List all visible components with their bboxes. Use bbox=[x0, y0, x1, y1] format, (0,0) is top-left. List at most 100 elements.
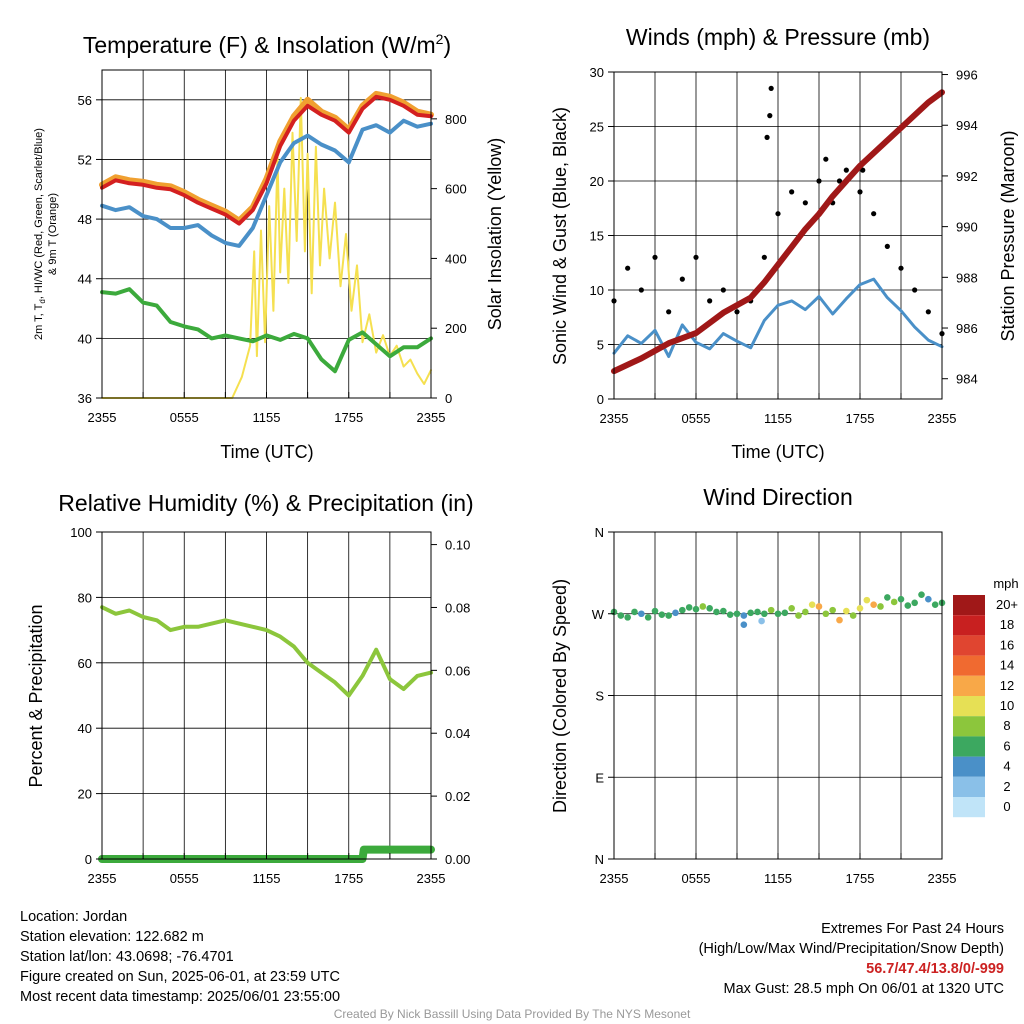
y2-tick-label: 600 bbox=[445, 182, 467, 197]
direction-point bbox=[925, 595, 932, 603]
direction-point bbox=[795, 612, 802, 619]
humidity-grid bbox=[101, 531, 432, 860]
legend-swatch bbox=[953, 776, 985, 797]
y-tick-label: 40 bbox=[78, 331, 92, 346]
x-tick-label: 1155 bbox=[764, 871, 792, 886]
y2-tick-label: 400 bbox=[445, 251, 467, 266]
direction-point bbox=[726, 611, 734, 618]
gust-point bbox=[767, 113, 773, 119]
y2-tick-label: 0.00 bbox=[445, 852, 470, 867]
direction-point bbox=[644, 614, 652, 621]
temperature-ticks: 2355 0555 1155 1755 2355 36 40 44 48 52 56 0 200 400 6… bbox=[78, 93, 467, 425]
direction-point bbox=[781, 609, 789, 617]
gust-point bbox=[666, 309, 672, 315]
winds-title: Winds (mph) & Pressure (mb) bbox=[626, 24, 930, 50]
x-tick-label: 1755 bbox=[846, 871, 875, 886]
y-tick-label: 20 bbox=[78, 787, 92, 802]
direction-point bbox=[822, 610, 830, 618]
direction-point bbox=[658, 611, 666, 618]
extremes-info: Extremes For Past 24 Hours (High/Low/Max… bbox=[699, 919, 1004, 999]
direction-point bbox=[836, 616, 843, 624]
y-tick-label: 36 bbox=[78, 391, 92, 406]
direction-point bbox=[631, 608, 638, 616]
legend-swatch bbox=[953, 696, 985, 717]
direction-point bbox=[713, 608, 720, 616]
x-tick-label: 0555 bbox=[682, 411, 711, 426]
y2-tick-label: 988 bbox=[956, 270, 978, 285]
winds-series bbox=[611, 85, 945, 375]
y-tick-label: 48 bbox=[78, 212, 92, 227]
figure-created: Figure created on Sun, 2025-06-01, at 23… bbox=[20, 969, 340, 985]
station-latlon: Station lat/lon: 43.0698; -76.4701 bbox=[20, 949, 234, 965]
legend-swatch bbox=[953, 655, 985, 676]
direction-point bbox=[720, 607, 727, 615]
winds-xlabel: Time (UTC) bbox=[731, 442, 824, 462]
y2-tick-label: 200 bbox=[445, 321, 467, 336]
direction-point bbox=[904, 602, 912, 609]
y-tick-label: 100 bbox=[70, 525, 92, 540]
station-location: Location: Jordan bbox=[20, 909, 128, 925]
direction-point bbox=[747, 609, 754, 617]
legend-label: 18 bbox=[1000, 617, 1014, 632]
y-tick-label: 10 bbox=[590, 283, 604, 298]
x-tick-label: 2355 bbox=[417, 871, 446, 886]
gust-point bbox=[761, 254, 767, 260]
recent-timestamp: Most recent data timestamp: 2025/06/01 2… bbox=[20, 989, 341, 1005]
direction-point bbox=[679, 606, 686, 614]
legend-label: 2 bbox=[1003, 779, 1010, 794]
y2-tick-label: 0 bbox=[445, 391, 452, 406]
y2-tick-label: 0.08 bbox=[445, 600, 470, 615]
temperature-line bbox=[100, 94, 433, 226]
station-elevation: Station elevation: 122.682 m bbox=[20, 929, 204, 945]
pressure-ylabel: Station Pressure (Maroon) bbox=[998, 130, 1018, 341]
direction-point bbox=[849, 612, 857, 619]
y-tick-label: W bbox=[592, 607, 605, 622]
direction-point bbox=[617, 612, 625, 619]
direction-point bbox=[931, 601, 939, 608]
direction-point bbox=[884, 594, 891, 601]
y2-tick-label: 0.02 bbox=[445, 789, 470, 804]
y2-tick-label: 992 bbox=[956, 169, 978, 184]
gust-point bbox=[884, 243, 890, 249]
y-tick-label: 44 bbox=[78, 272, 92, 287]
direction-point bbox=[843, 607, 850, 615]
gust-point bbox=[734, 309, 740, 315]
legend-swatch bbox=[953, 595, 985, 616]
direction-point bbox=[767, 606, 775, 614]
humidity-ticks: 2355 0555 1155 1755 2355 0 20 40 60 80 100 0.00 0.02… bbox=[70, 525, 470, 886]
direction-point bbox=[740, 612, 748, 619]
y-tick-label: 60 bbox=[78, 656, 92, 671]
y-tick-label: 20 bbox=[590, 174, 604, 189]
gust-point bbox=[693, 254, 699, 260]
extremes-title: Extremes For Past 24 Hours bbox=[821, 921, 1004, 937]
y2-tick-label: 990 bbox=[956, 220, 978, 235]
y2-tick-label: 996 bbox=[956, 68, 978, 83]
direction-point bbox=[733, 610, 741, 618]
y2-tick-label: 800 bbox=[445, 112, 467, 127]
direction-point bbox=[863, 596, 871, 604]
temperature-series bbox=[99, 90, 434, 399]
y-tick-label: 5 bbox=[597, 338, 604, 353]
gust-point bbox=[764, 134, 770, 140]
y-tick-label: 0 bbox=[85, 852, 92, 867]
legend-label: 10 bbox=[1000, 698, 1014, 713]
direction-point bbox=[651, 607, 659, 615]
humidity-title: Relative Humidity (%) & Precipitation (i… bbox=[58, 490, 473, 516]
y-tick-label: N bbox=[595, 525, 604, 540]
direction-point bbox=[870, 601, 877, 608]
legend-label: 20+ bbox=[996, 597, 1018, 612]
gust-point bbox=[912, 287, 918, 293]
direction-point bbox=[692, 605, 700, 613]
y2-tick-label: 0.04 bbox=[445, 726, 470, 741]
direction-point bbox=[877, 603, 884, 610]
x-tick-label: 2355 bbox=[88, 410, 117, 425]
legend-label: 4 bbox=[1003, 759, 1010, 774]
direction-point bbox=[624, 614, 631, 621]
direction-point bbox=[774, 610, 782, 618]
x-tick-label: 0555 bbox=[682, 871, 711, 886]
x-tick-label: 2355 bbox=[600, 871, 629, 886]
gust-point bbox=[871, 211, 877, 217]
x-tick-label: 2355 bbox=[88, 871, 117, 886]
x-tick-label: 2355 bbox=[928, 411, 957, 426]
temperature-ylabel-line2: & 9m T (Orange) bbox=[47, 193, 59, 275]
